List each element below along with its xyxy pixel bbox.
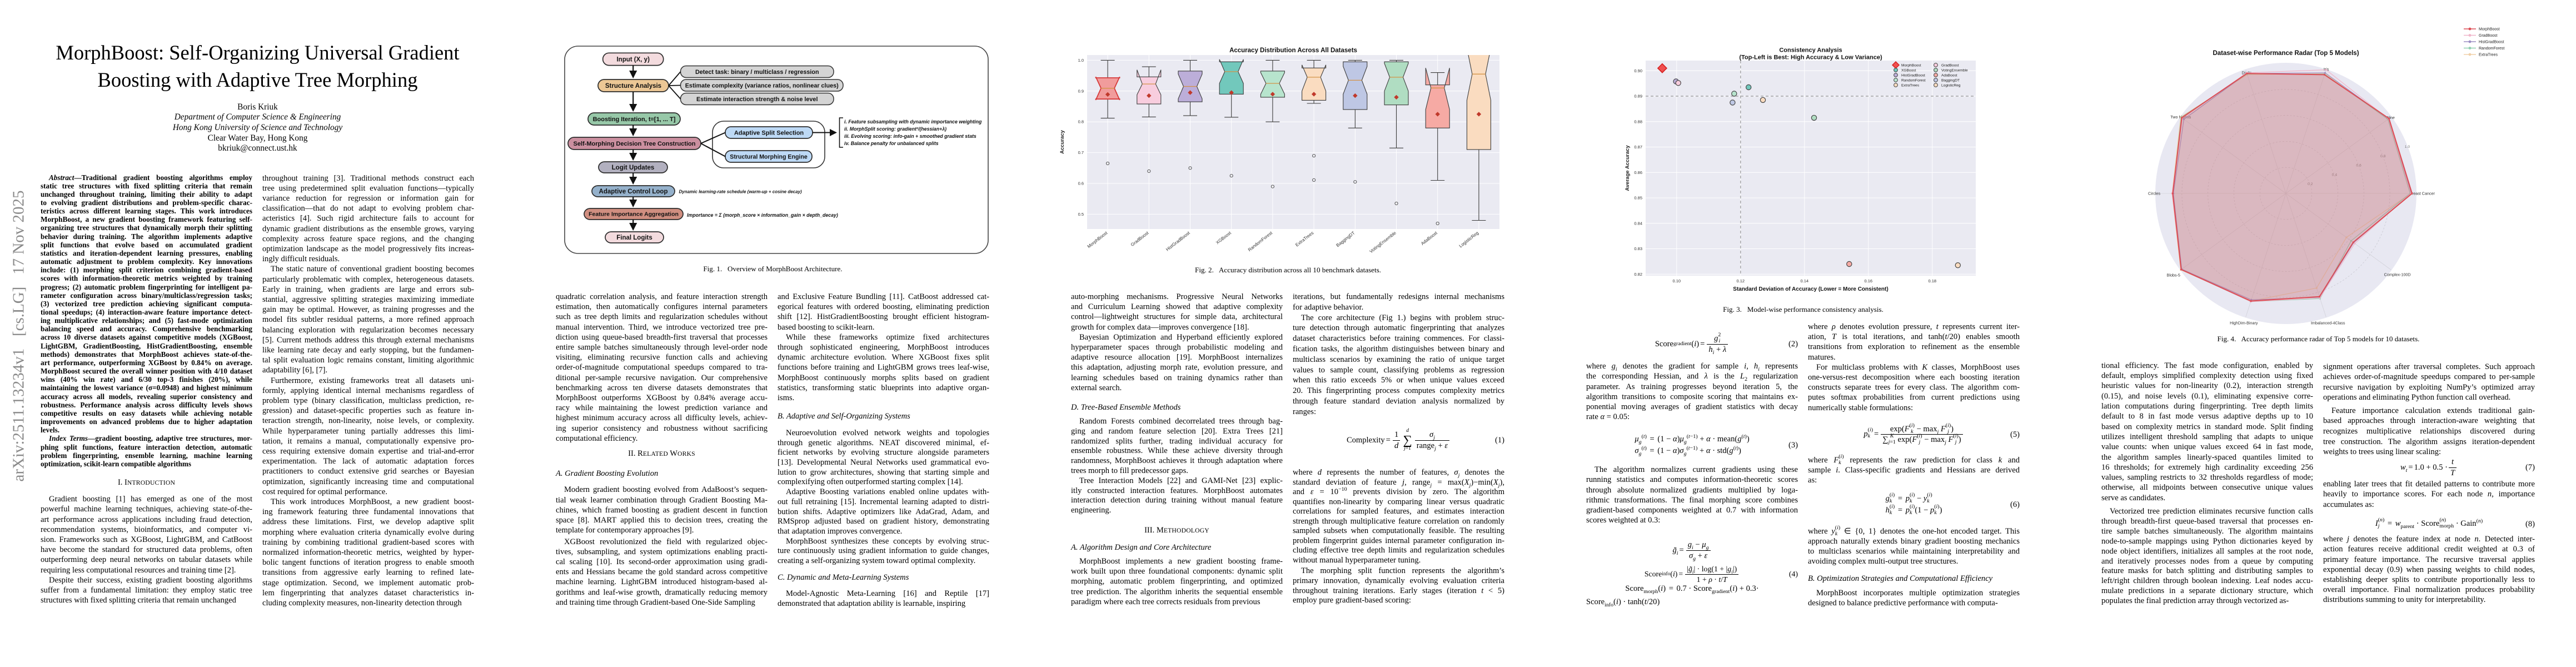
svg-text:GradBoost: GradBoost xyxy=(2479,34,2498,38)
svg-text:Wine: Wine xyxy=(2385,115,2394,120)
svg-text:0.6: 0.6 xyxy=(1078,181,1084,186)
svg-text:RandomForest: RandomForest xyxy=(2479,47,2504,51)
svg-text:0.14: 0.14 xyxy=(1800,278,1808,283)
svg-text:0.18: 0.18 xyxy=(1928,278,1936,283)
svg-text:0.8: 0.8 xyxy=(1078,120,1084,125)
svg-text:Detect task: binary / multicla: Detect task: binary / multiclass / regre… xyxy=(695,69,819,76)
svg-text:0.90: 0.90 xyxy=(1634,68,1642,73)
svg-text:Structural Morphing Engine: Structural Morphing Engine xyxy=(730,154,808,161)
svg-text:GradBoost: GradBoost xyxy=(1941,64,1959,68)
svg-text:0.4: 0.4 xyxy=(2332,173,2338,177)
svg-text:ExtraTrees: ExtraTrees xyxy=(1901,84,1920,88)
svg-text:RandomForest: RandomForest xyxy=(1247,230,1274,252)
svg-text:Circles: Circles xyxy=(2148,191,2160,196)
svg-text:Adaptive Control Loop: Adaptive Control Loop xyxy=(599,188,668,195)
svg-text:Input (X, y): Input (X, y) xyxy=(616,56,650,63)
svg-text:Final Logits: Final Logits xyxy=(616,235,652,241)
svg-text:i. Feature subsampling with dy: i. Feature subsampling with dynamic impo… xyxy=(844,119,982,125)
svg-text:0.84: 0.84 xyxy=(1634,221,1642,226)
svg-text:XGBoost: XGBoost xyxy=(1215,230,1232,245)
svg-text:Standard Deviation of Accuracy: Standard Deviation of Accuracy (Lower = … xyxy=(1733,286,1888,292)
svg-text:1.0: 1.0 xyxy=(2405,145,2410,149)
svg-text:VotingEnsemble: VotingEnsemble xyxy=(1941,69,1968,73)
svg-text:HistGradBoost: HistGradBoost xyxy=(1165,230,1191,252)
svg-text:HistGradBoost: HistGradBoost xyxy=(2479,41,2504,44)
svg-text:ii. MorphSplit scoring: gradie: ii. MorphSplit scoring: gradient²/(hessi… xyxy=(844,126,946,132)
svg-text:MorphBoost: MorphBoost xyxy=(1087,230,1109,249)
svg-text:0.86: 0.86 xyxy=(1634,170,1642,175)
svg-text:RandomForest: RandomForest xyxy=(1901,79,1926,83)
svg-text:Complex-100D: Complex-100D xyxy=(2384,272,2411,277)
svg-text:Feature Importance Aggregation: Feature Importance Aggregation xyxy=(589,211,679,218)
svg-text:HighDim-Binary: HighDim-Binary xyxy=(2230,321,2258,326)
svg-text:LogisticReg: LogisticReg xyxy=(1458,230,1479,248)
svg-text:LogisticReg: LogisticReg xyxy=(1941,84,1961,88)
svg-text:ExtraTrees: ExtraTrees xyxy=(1294,230,1314,247)
svg-text:0.8: 0.8 xyxy=(2380,155,2386,158)
svg-text:Accuracy Distribution Across A: Accuracy Distribution Across All Dataset… xyxy=(1229,47,1357,54)
svg-text:Average Accuracy: Average Accuracy xyxy=(1625,145,1631,191)
svg-text:0.87: 0.87 xyxy=(1634,145,1642,150)
svg-text:0.9: 0.9 xyxy=(1078,88,1084,93)
svg-text:0.5: 0.5 xyxy=(1078,212,1084,217)
svg-text:Blobs-5: Blobs-5 xyxy=(2167,272,2180,277)
svg-text:BaggingDT: BaggingDT xyxy=(1335,230,1356,248)
svg-text:Dataset-wise Performance Radar: Dataset-wise Performance Radar (Top 5 Mo… xyxy=(2213,50,2359,57)
svg-text:0.89: 0.89 xyxy=(1634,94,1642,99)
svg-text:Dynamic learning-rate schedule: Dynamic learning-rate schedule (warm-up … xyxy=(679,190,803,195)
svg-text:Structure Analysis: Structure Analysis xyxy=(605,83,661,89)
svg-text:Adaptive Split Selection: Adaptive Split Selection xyxy=(734,130,804,137)
svg-text:1.0: 1.0 xyxy=(1078,58,1084,63)
svg-text:iv. Balance penalty for unbala: iv. Balance penalty for unbalanced split… xyxy=(844,141,939,146)
svg-text:0.7: 0.7 xyxy=(1078,150,1084,155)
svg-text:0.12: 0.12 xyxy=(1736,278,1745,283)
svg-text:Consistency Analysis: Consistency Analysis xyxy=(1779,47,1842,54)
svg-text:VotingEnsemble: VotingEnsemble xyxy=(1369,230,1398,254)
svg-text:Imbalanced-4Class: Imbalanced-4Class xyxy=(2311,321,2345,326)
svg-text:AdaBoost: AdaBoost xyxy=(1941,74,1957,78)
svg-text:0.10: 0.10 xyxy=(1672,278,1681,283)
svg-text:0.85: 0.85 xyxy=(1634,196,1642,201)
svg-text:0.82: 0.82 xyxy=(1634,272,1642,277)
svg-text:iii. Evolving scoring: info-ga: iii. Evolving scoring: info-gain + smoot… xyxy=(844,133,976,139)
svg-text:AdaBoost: AdaBoost xyxy=(1420,230,1438,246)
svg-text:BaggingDT: BaggingDT xyxy=(1941,79,1960,83)
svg-text:GradBoost: GradBoost xyxy=(1130,230,1150,247)
svg-text:0.88: 0.88 xyxy=(1634,119,1642,124)
svg-text:Boosting Iteration, t=[1, ...: Boosting Iteration, t=[1, ... T] xyxy=(593,116,676,123)
svg-text:Importance = Σ (morph_score ×: Importance = Σ (morph_score × informatio… xyxy=(687,212,838,218)
svg-text:Self-Morphing Decision Tree Co: Self-Morphing Decision Tree Construction xyxy=(573,141,695,147)
svg-text:0.83: 0.83 xyxy=(1634,246,1642,251)
svg-text:0.2: 0.2 xyxy=(2308,182,2313,186)
svg-text:0.16: 0.16 xyxy=(1864,278,1872,283)
svg-text:HistGradBoost: HistGradBoost xyxy=(1901,74,1925,78)
svg-text:ExtraTrees: ExtraTrees xyxy=(2479,53,2498,57)
svg-text:Estimate complexity (variance: Estimate complexity (variance ratios, no… xyxy=(685,82,839,89)
svg-text:Breast Cancer: Breast Cancer xyxy=(2409,191,2435,196)
svg-text:0.6: 0.6 xyxy=(2356,164,2361,168)
svg-text:Logit Updates: Logit Updates xyxy=(612,165,655,171)
svg-text:MorphBoost: MorphBoost xyxy=(1901,64,1921,68)
svg-text:XGBoost: XGBoost xyxy=(1901,69,1916,73)
svg-text:(Top-Left is Best: High Accura: (Top-Left is Best: High Accuracy & Low V… xyxy=(1739,54,1882,61)
svg-text:Estimate interaction strength: Estimate interaction strength & noise le… xyxy=(696,96,818,103)
svg-text:MorphBoost: MorphBoost xyxy=(2479,28,2500,32)
svg-text:Accuracy: Accuracy xyxy=(1059,130,1065,153)
